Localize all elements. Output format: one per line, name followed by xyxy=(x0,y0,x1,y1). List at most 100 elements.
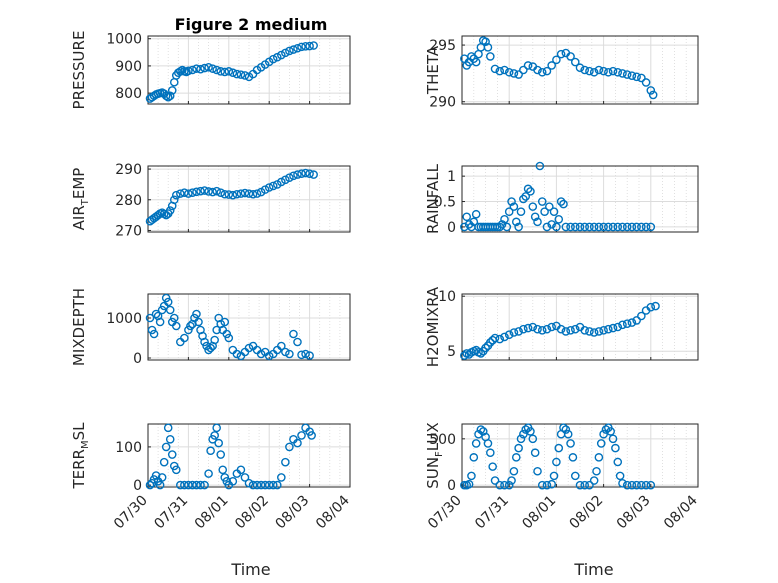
data-point xyxy=(523,61,533,70)
data-point xyxy=(608,434,618,444)
data-point xyxy=(540,207,549,216)
data-point xyxy=(575,63,585,73)
data-point xyxy=(533,217,542,227)
data-point xyxy=(462,212,472,222)
data-point xyxy=(256,349,266,359)
data-point xyxy=(533,65,542,75)
data-point xyxy=(516,434,526,444)
data-point xyxy=(613,222,623,232)
data-point xyxy=(240,473,250,482)
y-tick-label: 0 xyxy=(133,478,142,494)
data-point xyxy=(192,309,201,319)
x-tick-label: 08/01 xyxy=(519,493,559,533)
data-point xyxy=(561,222,571,232)
data-point xyxy=(277,473,286,482)
data-point xyxy=(519,324,528,334)
data-point xyxy=(580,65,590,75)
data-point xyxy=(171,465,181,475)
data-point xyxy=(151,309,161,319)
data-point xyxy=(176,67,185,76)
data-point xyxy=(641,222,651,232)
data-point xyxy=(157,473,167,482)
data-point xyxy=(212,186,221,196)
data-point xyxy=(493,222,502,232)
subplot-rainfall: 0 0.5 1 RAINFALL xyxy=(424,161,699,236)
data-point xyxy=(637,222,646,232)
data-point xyxy=(165,206,175,215)
data-point xyxy=(599,66,608,76)
data-point xyxy=(188,480,197,490)
axes-box xyxy=(147,165,351,233)
data-point xyxy=(495,480,505,490)
data-point xyxy=(224,190,234,199)
data-point xyxy=(188,188,197,198)
y-tick-label: 100 xyxy=(115,440,142,456)
data-point xyxy=(641,78,651,87)
data-point xyxy=(180,333,189,343)
data-point xyxy=(202,341,211,351)
y-tick-label: 1000 xyxy=(106,311,142,327)
data-point xyxy=(547,322,556,332)
axes-box xyxy=(147,35,351,105)
data-point xyxy=(618,222,627,232)
data-point xyxy=(268,480,278,490)
data-point xyxy=(552,457,561,467)
data-point xyxy=(171,321,181,331)
data-point xyxy=(184,189,193,198)
axes-box xyxy=(461,165,699,233)
data-point xyxy=(161,293,171,303)
data-point xyxy=(495,66,505,76)
data-point xyxy=(176,189,185,198)
data-point xyxy=(167,86,177,95)
data-point xyxy=(519,429,528,439)
data-point xyxy=(589,222,599,232)
data-point xyxy=(268,54,278,64)
data-point xyxy=(589,328,599,337)
data-point xyxy=(218,465,228,475)
x-tick-label: 08/03 xyxy=(273,493,313,533)
x-tick-label: 08/04 xyxy=(661,492,701,532)
data-point xyxy=(155,317,165,327)
data-point xyxy=(545,202,554,211)
data-point xyxy=(542,480,552,490)
y-tick-label: 290 xyxy=(429,95,456,111)
data-point xyxy=(526,187,535,196)
data-point xyxy=(204,469,213,478)
data-point xyxy=(285,442,294,452)
data-point xyxy=(504,207,514,216)
data-point xyxy=(604,324,613,334)
data-point xyxy=(301,349,310,359)
data-point xyxy=(580,222,590,232)
data-point xyxy=(222,329,232,339)
data-point xyxy=(570,471,580,481)
data-point xyxy=(476,425,486,434)
data-point xyxy=(289,329,298,339)
data-point xyxy=(611,443,620,453)
data-point xyxy=(500,215,509,224)
data-point xyxy=(509,466,519,476)
data-point xyxy=(285,349,294,359)
data-point xyxy=(289,171,298,181)
data-point xyxy=(537,480,547,490)
data-point xyxy=(570,324,580,334)
data-point xyxy=(530,212,540,222)
data-point xyxy=(596,439,606,448)
data-point xyxy=(297,42,306,52)
data-point xyxy=(200,480,209,490)
data-point xyxy=(622,480,632,490)
data-point xyxy=(563,429,573,439)
data-point xyxy=(145,480,155,490)
data-point xyxy=(232,189,242,199)
data-point xyxy=(200,337,209,347)
data-point xyxy=(523,323,533,333)
data-point xyxy=(192,187,201,197)
data-point xyxy=(618,478,627,488)
data-point xyxy=(476,349,486,358)
data-point xyxy=(552,222,561,232)
data-point xyxy=(592,466,601,476)
data-point xyxy=(514,443,523,453)
data-point xyxy=(196,480,205,490)
data-point xyxy=(169,313,179,323)
data-point xyxy=(585,480,594,490)
